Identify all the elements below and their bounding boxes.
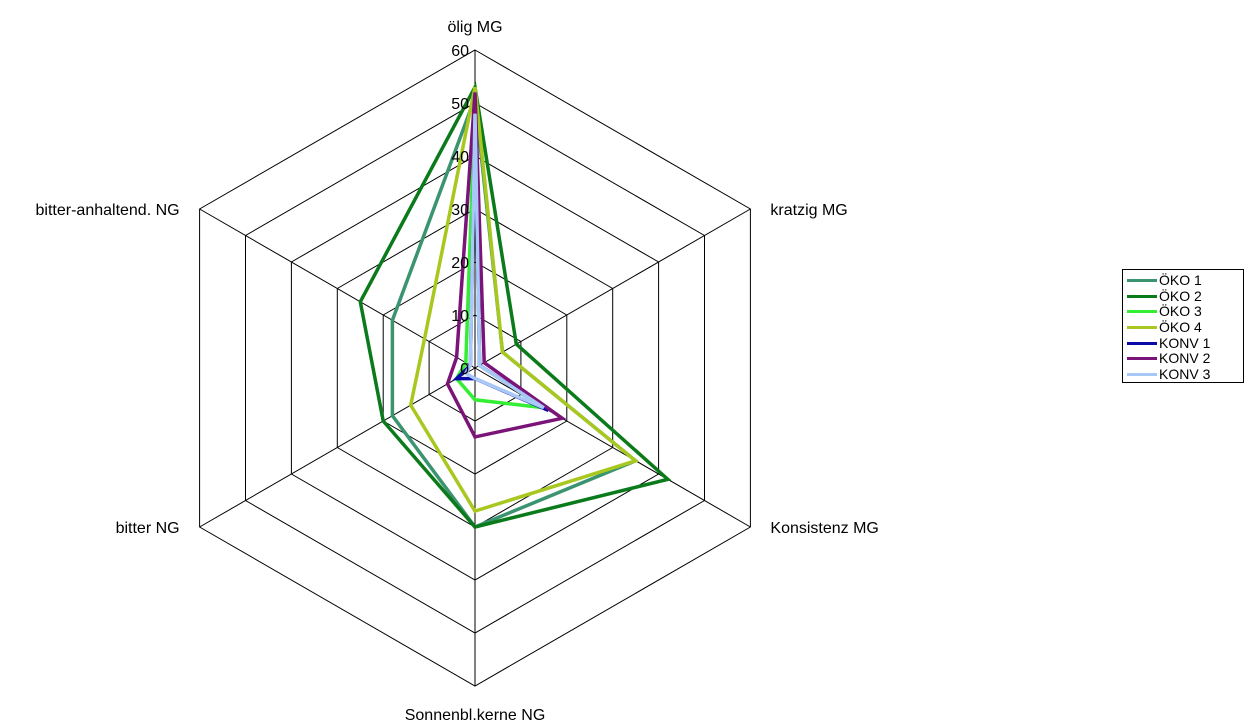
legend-item: KONV 1	[1127, 335, 1243, 351]
legend-swatch	[1127, 326, 1157, 330]
tick-label: 30	[451, 202, 469, 219]
legend-item: ÖKO 4	[1127, 320, 1243, 336]
legend-item: ÖKO 3	[1127, 304, 1243, 320]
legend-label: ÖKO 2	[1159, 287, 1202, 304]
axis-label: Konsistenz MG	[770, 520, 878, 537]
legend-swatch	[1127, 357, 1157, 361]
legend-item: KONV 2	[1127, 351, 1243, 367]
legend-item: ÖKO 1	[1127, 273, 1243, 289]
legend-swatch	[1127, 310, 1157, 314]
axis-spoke	[474, 208, 751, 369]
tick-label: 60	[451, 43, 469, 60]
series-line	[445, 92, 567, 439]
legend-swatch	[1127, 279, 1157, 283]
legend-label: ÖKO 1	[1159, 272, 1202, 289]
legend-label: KONV 1	[1159, 334, 1211, 351]
axis-label: bitter-anhaltend. NG	[36, 202, 180, 219]
tick-label: 0	[460, 361, 469, 378]
tick-label: 50	[451, 96, 469, 113]
series-line	[358, 81, 672, 529]
legend-swatch	[1127, 294, 1157, 298]
axis-label: kratzig MG	[770, 202, 847, 219]
axis-label: bitter NG	[116, 520, 180, 537]
tick-label: 20	[451, 255, 469, 272]
legend: ÖKO 1 ÖKO 2 ÖKO 3 ÖKO 4 KONV 1 KONV 2 KONV 3	[1122, 269, 1244, 383]
axis-label: ölig MG	[447, 19, 502, 36]
axis-label: Sonnenbl.kerne NG	[405, 707, 546, 722]
tick-label: 10	[451, 308, 469, 325]
series-line	[463, 113, 545, 410]
series-line	[408, 86, 640, 514]
legend-label: KONV 2	[1159, 350, 1211, 367]
tick-label: 40	[451, 149, 469, 166]
legend-item: KONV 3	[1127, 365, 1243, 383]
legend-label: ÖKO 3	[1159, 303, 1202, 320]
axis-spoke	[199, 208, 476, 369]
legend-label: KONV 3	[1159, 365, 1211, 382]
axis-spoke	[199, 367, 476, 528]
legend-label: ÖKO 4	[1159, 319, 1202, 336]
legend-swatch	[1127, 341, 1157, 345]
legend-item: ÖKO 2	[1127, 287, 1243, 305]
legend-swatch	[1127, 372, 1157, 376]
